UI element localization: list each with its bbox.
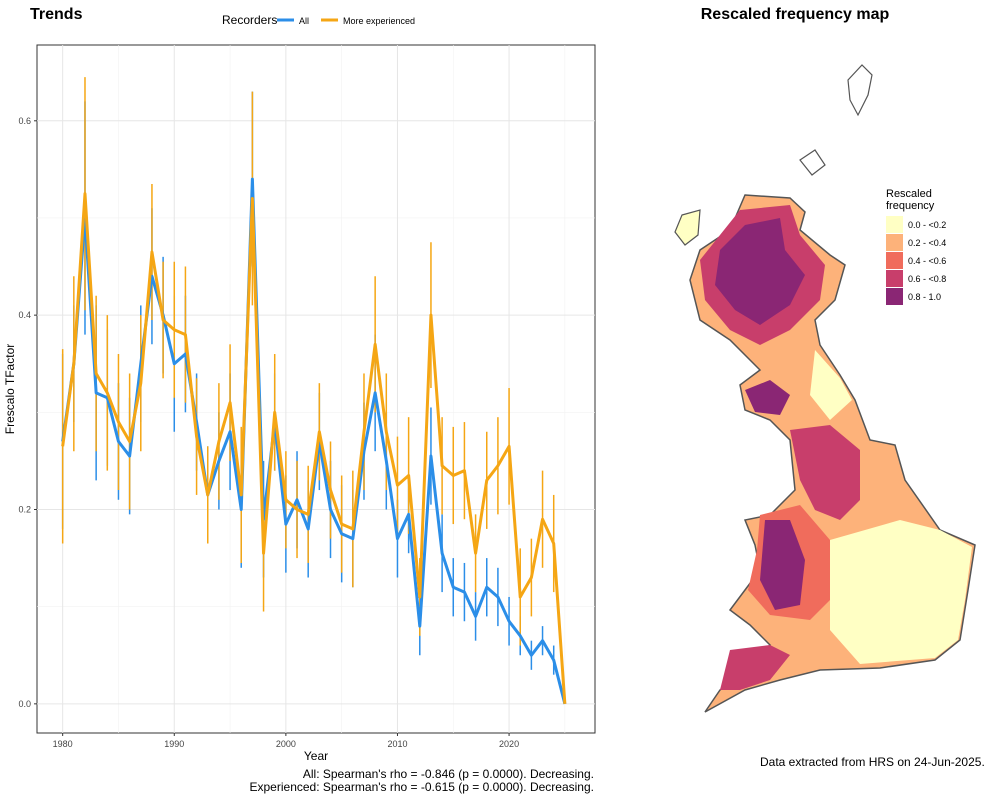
- map-legend-label: 0.0 - <0.2: [908, 220, 946, 230]
- island: [674, 209, 701, 246]
- map-legend-swatch: [886, 288, 903, 305]
- map-legend-swatch: [886, 270, 903, 287]
- map-legend-swatch: [886, 252, 903, 269]
- map-title: Rescaled frequency map: [701, 6, 890, 23]
- x-tick-label: 2020: [499, 739, 519, 749]
- map-legend-label: 0.4 - <0.6: [908, 256, 946, 266]
- map-legend-label: 0.6 - <0.8: [908, 274, 946, 284]
- x-tick-label: 2010: [387, 739, 407, 749]
- chart-title: Trends: [30, 6, 83, 23]
- map-legend-swatch: [886, 234, 903, 251]
- island: [799, 149, 826, 176]
- region: [760, 520, 805, 610]
- map-legend-label: 0.8 - 1.0: [908, 292, 941, 302]
- series-line: [61, 192, 567, 704]
- region: [830, 520, 972, 664]
- y-tick-label: 0.2: [18, 504, 31, 514]
- y-axis-label: Frescalo TFactor: [3, 344, 17, 434]
- map-legend-swatch: [886, 216, 903, 233]
- x-tick-label: 2000: [276, 739, 296, 749]
- y-tick-label: 0.6: [18, 116, 31, 126]
- series-line: [61, 177, 567, 705]
- legend-title: Recorders: [222, 13, 277, 27]
- region: [720, 645, 790, 690]
- region: [745, 380, 790, 415]
- footnote: Data extracted from HRS on 24-Jun-2025.: [760, 755, 985, 769]
- map: [674, 64, 976, 713]
- island: [847, 64, 873, 117]
- plot-border: [36, 44, 596, 734]
- x-tick-label: 1980: [53, 739, 73, 749]
- map-legend-title: frequency: [886, 200, 935, 212]
- legend-label: More experienced: [343, 16, 415, 26]
- map-legend-title: Rescaled: [886, 188, 932, 200]
- y-tick-label: 0.0: [18, 699, 31, 709]
- annotation: Experienced: Spearman's rho = -0.615 (p …: [250, 780, 595, 794]
- x-tick-label: 1990: [164, 739, 184, 749]
- annotation: All: Spearman's rho = -0.846 (p = 0.0000…: [303, 767, 594, 781]
- region: [810, 350, 852, 420]
- region: [790, 425, 860, 520]
- y-tick-label: 0.4: [18, 310, 31, 320]
- region: [715, 218, 805, 325]
- x-axis-label: Year: [304, 749, 328, 763]
- map-legend-label: 0.2 - <0.4: [908, 238, 946, 248]
- legend-label: All: [299, 16, 309, 26]
